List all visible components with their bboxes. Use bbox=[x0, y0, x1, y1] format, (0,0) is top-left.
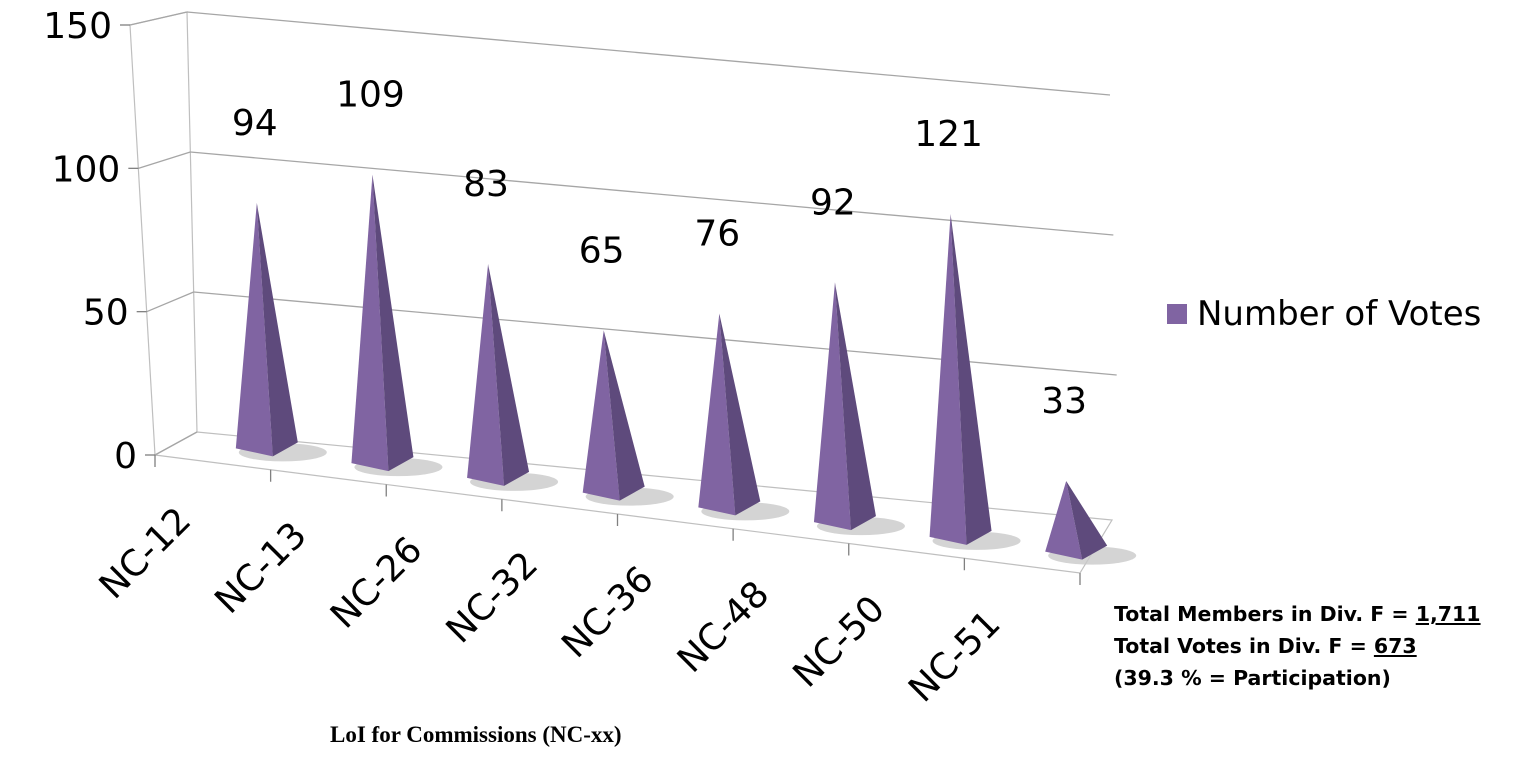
data-label: 65 bbox=[579, 230, 625, 271]
bar-side-face bbox=[488, 263, 530, 486]
category-label: NC-13 bbox=[207, 514, 314, 621]
bar-front-face bbox=[813, 282, 851, 531]
bar-side-face bbox=[1066, 481, 1108, 560]
members-label: Total Members in Div. F = bbox=[1114, 602, 1416, 626]
y-axis: 0 50 100 150 bbox=[43, 6, 155, 477]
bar-front-face bbox=[1045, 481, 1083, 560]
bar-side-face bbox=[256, 202, 298, 457]
y-tick-label: 50 bbox=[83, 293, 129, 334]
category-label: NC-32 bbox=[439, 544, 546, 651]
gridline-back bbox=[193, 291, 1117, 376]
gridline-side bbox=[154, 431, 198, 456]
gridline-back bbox=[190, 151, 1114, 236]
y-tick-label: 150 bbox=[43, 6, 112, 47]
data-label: 83 bbox=[463, 164, 509, 205]
bar-side-face bbox=[603, 330, 645, 501]
bar-side-face bbox=[719, 313, 761, 516]
data-label: 94 bbox=[232, 103, 278, 144]
participation-stats: Total Members in Div. F = 1,711 Total Vo… bbox=[1114, 598, 1481, 694]
y-tick-label: 0 bbox=[114, 436, 137, 477]
votes-line: Total Votes in Div. F = 673 bbox=[1114, 630, 1481, 662]
gridline-side bbox=[146, 291, 194, 313]
bar-side-face bbox=[834, 282, 876, 531]
data-label: 33 bbox=[1041, 381, 1087, 422]
category-label: NC-36 bbox=[554, 559, 661, 666]
legend: Number of Votes bbox=[1167, 294, 1481, 334]
votes-label: Total Votes in Div. F = bbox=[1114, 634, 1374, 658]
bar-side-face bbox=[372, 174, 414, 472]
legend-label: Number of Votes bbox=[1197, 294, 1482, 334]
bar-front-face bbox=[235, 202, 273, 457]
data-labels: 94 109 83 65 76 92 121 33 bbox=[232, 75, 1087, 422]
members-line: Total Members in Div. F = 1,711 bbox=[1114, 598, 1481, 630]
legend-swatch bbox=[1167, 304, 1187, 324]
x-axis-title: LoI for Commissions (NC-xx) bbox=[330, 722, 622, 747]
category-label: NC-26 bbox=[323, 529, 430, 636]
bar-front-face bbox=[698, 313, 736, 516]
data-label: 109 bbox=[336, 75, 405, 116]
bar-side-face bbox=[950, 214, 992, 545]
bars bbox=[235, 174, 1137, 565]
bar-front-face bbox=[929, 214, 967, 545]
bar-front-face bbox=[351, 174, 389, 472]
gridline-side bbox=[138, 151, 191, 169]
votes-value: 673 bbox=[1373, 634, 1417, 658]
category-label: NC-50 bbox=[786, 588, 893, 695]
bar-front-face bbox=[467, 263, 505, 486]
category-label: NC-12 bbox=[92, 500, 199, 607]
gridline-back bbox=[186, 11, 1111, 96]
members-value: 1,711 bbox=[1415, 602, 1481, 626]
data-label: 121 bbox=[914, 114, 983, 155]
data-label: 76 bbox=[694, 214, 740, 255]
side-wall bbox=[129, 11, 198, 456]
category-label: NC-51 bbox=[901, 603, 1008, 710]
bar-front-face bbox=[582, 330, 620, 501]
participation-line: (39.3 % = Participation) bbox=[1114, 666, 1391, 690]
data-label: 92 bbox=[810, 182, 856, 223]
gridline-side bbox=[129, 11, 188, 26]
category-label: NC-48 bbox=[670, 573, 777, 680]
y-tick-label: 100 bbox=[52, 149, 121, 190]
